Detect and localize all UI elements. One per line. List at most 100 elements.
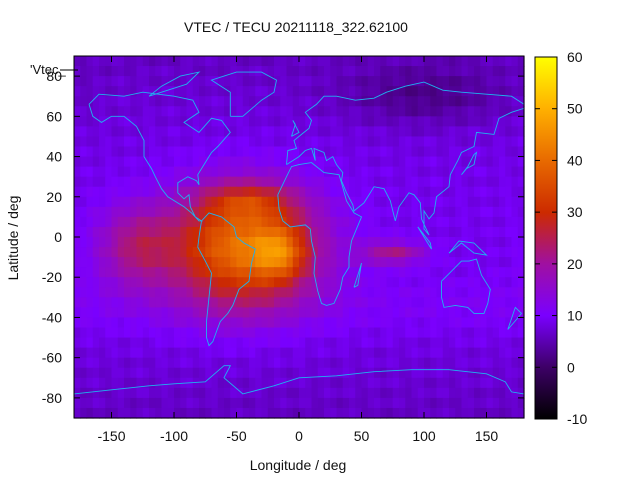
chart-title: VTEC / TECU 20211118_322.62100 xyxy=(184,19,408,35)
heatmap-cell xyxy=(155,226,163,238)
heatmap-cell xyxy=(374,186,381,198)
heatmap-cell xyxy=(274,297,281,308)
heatmap-cell xyxy=(342,146,350,158)
heatmap-cell xyxy=(255,76,263,87)
heatmap-cell xyxy=(111,126,119,138)
heatmap-cell xyxy=(436,357,444,369)
heatmap-cell xyxy=(80,66,88,77)
heatmap-cell xyxy=(230,237,238,248)
heatmap-cell xyxy=(186,106,194,117)
heatmap-cell xyxy=(261,317,269,329)
heatmap-cell xyxy=(224,206,231,218)
heatmap-cell xyxy=(317,287,325,298)
heatmap-cell xyxy=(386,337,394,349)
heatmap-cell xyxy=(149,387,156,399)
heatmap-cell xyxy=(167,66,175,77)
heatmap-cell xyxy=(499,377,506,389)
heatmap-cell xyxy=(342,357,350,369)
heatmap-cell xyxy=(211,176,219,188)
heatmap-cell xyxy=(205,347,213,359)
heatmap-cell xyxy=(242,237,250,248)
heatmap-cell xyxy=(199,76,206,87)
heatmap-cell xyxy=(224,96,231,107)
heatmap-cell xyxy=(217,176,225,188)
heatmap-cell xyxy=(317,116,325,127)
heatmap-cell xyxy=(361,226,369,238)
heatmap-cell xyxy=(324,86,331,97)
heatmap-cell xyxy=(86,267,94,278)
heatmap-cell xyxy=(242,226,250,238)
heatmap-cell xyxy=(317,66,325,77)
heatmap-cell xyxy=(230,247,238,258)
heatmap-cell xyxy=(124,86,131,97)
heatmap-cell xyxy=(280,146,288,158)
heatmap-cell xyxy=(411,387,419,399)
heatmap-cell xyxy=(255,126,263,138)
heatmap-cell xyxy=(342,196,350,208)
heatmap-cell xyxy=(161,327,169,339)
heatmap-cell xyxy=(142,337,150,349)
heatmap-cell xyxy=(505,56,513,67)
heatmap-cell xyxy=(224,66,231,77)
heatmap-cell xyxy=(174,86,181,97)
heatmap-cell xyxy=(99,96,106,107)
heatmap-cell xyxy=(174,226,181,238)
heatmap-cell xyxy=(405,226,413,238)
heatmap-cell xyxy=(305,216,313,228)
heatmap-cell xyxy=(311,126,319,138)
heatmap-cell xyxy=(511,327,519,339)
heatmap-cell xyxy=(486,347,494,359)
heatmap-cell xyxy=(267,206,275,218)
heatmap-cell xyxy=(117,76,125,87)
heatmap-cell xyxy=(142,116,150,127)
heatmap-cell xyxy=(380,357,388,369)
heatmap-cell xyxy=(361,186,369,198)
heatmap-cell xyxy=(342,407,350,419)
heatmap-cell xyxy=(249,206,256,218)
heatmap-cell xyxy=(342,377,350,389)
heatmap-cell xyxy=(280,206,288,218)
heatmap-cell xyxy=(130,387,138,399)
heatmap-cell xyxy=(86,407,94,419)
heatmap-cell xyxy=(411,347,419,359)
heatmap-cell xyxy=(92,357,100,369)
heatmap-cell xyxy=(349,347,356,359)
heatmap-cell xyxy=(511,357,519,369)
y-tick-label: 80 xyxy=(46,68,62,84)
heatmap-cell xyxy=(430,216,438,228)
heatmap-cell xyxy=(174,347,181,359)
heatmap-cell xyxy=(205,377,213,389)
heatmap-cell xyxy=(411,186,419,198)
heatmap-cell xyxy=(499,206,506,218)
heatmap-cell xyxy=(192,166,200,178)
heatmap-cell xyxy=(430,237,438,248)
heatmap-cell xyxy=(374,146,381,158)
heatmap-cell xyxy=(455,407,463,419)
heatmap-cell xyxy=(442,176,450,188)
heatmap-cell xyxy=(74,257,81,268)
heatmap-cell xyxy=(255,257,263,268)
heatmap-cell xyxy=(374,226,381,238)
heatmap-cell xyxy=(230,106,238,117)
heatmap-cell xyxy=(261,287,269,298)
heatmap-cell xyxy=(180,267,188,278)
heatmap-cell xyxy=(411,156,419,168)
heatmap-cell xyxy=(217,267,225,278)
heatmap-cell xyxy=(430,136,438,148)
heatmap-cell xyxy=(180,367,188,379)
heatmap-cell xyxy=(467,96,475,107)
heatmap-cell xyxy=(286,337,294,349)
x-axis-label: Longitude / deg xyxy=(250,457,347,473)
heatmap-cell xyxy=(74,407,81,419)
heatmap-cell xyxy=(205,176,213,188)
heatmap-cell xyxy=(492,297,500,308)
heatmap-cell xyxy=(424,186,431,198)
heatmap-cell xyxy=(324,216,331,228)
heatmap-cell xyxy=(74,136,81,148)
heatmap-cell xyxy=(242,66,250,77)
heatmap-cell xyxy=(386,377,394,389)
heatmap-cell xyxy=(492,327,500,339)
heatmap-cell xyxy=(417,116,425,127)
heatmap-cell xyxy=(399,136,406,148)
heatmap-cell xyxy=(474,247,481,258)
